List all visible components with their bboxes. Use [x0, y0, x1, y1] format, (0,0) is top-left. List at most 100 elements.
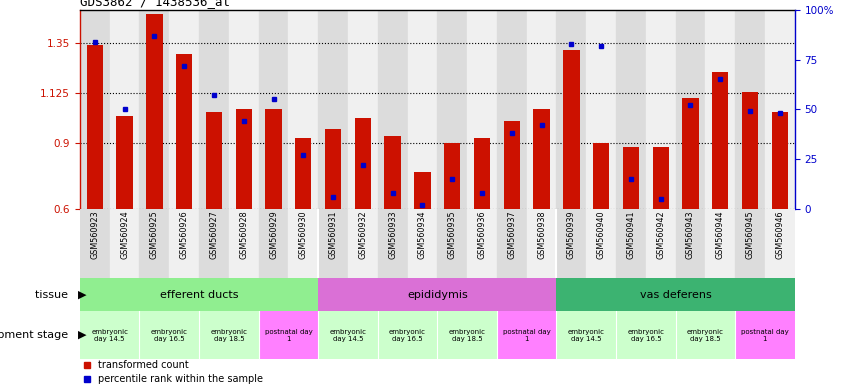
Bar — [467, 209, 497, 278]
Bar — [80, 209, 109, 278]
Bar — [259, 209, 288, 278]
Text: efferent ducts: efferent ducts — [160, 290, 238, 300]
Bar — [348, 10, 378, 209]
Bar — [146, 14, 162, 209]
Bar — [616, 311, 675, 359]
Bar — [384, 136, 401, 209]
Bar — [87, 45, 103, 209]
Bar — [318, 311, 378, 359]
Bar — [646, 10, 675, 209]
Bar — [348, 209, 378, 278]
Bar — [712, 72, 728, 209]
Text: embryonic
day 18.5: embryonic day 18.5 — [448, 329, 485, 341]
Bar — [259, 311, 318, 359]
Bar — [586, 209, 616, 278]
Bar — [735, 209, 765, 278]
Bar — [646, 209, 675, 278]
Bar — [526, 209, 557, 278]
Bar — [295, 138, 311, 209]
Bar — [318, 209, 348, 278]
Bar — [772, 112, 788, 209]
Text: GSM560927: GSM560927 — [209, 211, 219, 260]
Bar — [378, 10, 408, 209]
Text: embryonic
day 14.5: embryonic day 14.5 — [568, 329, 605, 341]
Bar — [259, 10, 288, 209]
Bar — [593, 143, 610, 209]
Bar — [557, 209, 586, 278]
Text: embryonic
day 16.5: embryonic day 16.5 — [151, 329, 188, 341]
Bar — [415, 172, 431, 209]
Text: GSM560936: GSM560936 — [478, 211, 486, 259]
Text: GSM560923: GSM560923 — [90, 211, 99, 259]
Text: GSM560925: GSM560925 — [150, 211, 159, 260]
Text: postnatal day
1: postnatal day 1 — [503, 329, 551, 341]
Text: GSM560929: GSM560929 — [269, 211, 278, 260]
Text: GSM560928: GSM560928 — [239, 211, 248, 259]
Bar — [318, 278, 557, 311]
Bar — [675, 311, 735, 359]
Bar — [80, 278, 318, 311]
Bar — [169, 209, 199, 278]
Text: development stage: development stage — [0, 330, 71, 340]
Bar — [437, 209, 467, 278]
Bar — [735, 311, 795, 359]
Bar — [80, 10, 109, 209]
Bar — [235, 109, 252, 209]
Bar — [675, 10, 706, 209]
Bar — [622, 147, 639, 209]
Bar — [557, 10, 586, 209]
Text: GSM560924: GSM560924 — [120, 211, 129, 259]
Bar — [109, 209, 140, 278]
Text: GSM560941: GSM560941 — [627, 211, 636, 259]
Bar — [199, 10, 229, 209]
Bar — [288, 10, 318, 209]
Text: GSM560935: GSM560935 — [447, 211, 457, 259]
Text: GSM560934: GSM560934 — [418, 211, 427, 259]
Bar — [288, 209, 318, 278]
Bar — [557, 278, 795, 311]
Bar — [140, 209, 169, 278]
Text: GSM560946: GSM560946 — [775, 211, 785, 259]
Bar — [675, 209, 706, 278]
Bar — [563, 50, 579, 209]
Text: GSM560944: GSM560944 — [716, 211, 725, 259]
Bar — [325, 129, 341, 209]
Bar — [199, 311, 259, 359]
Text: GSM560940: GSM560940 — [596, 211, 606, 259]
Bar — [467, 10, 497, 209]
Bar — [473, 138, 490, 209]
Bar — [116, 116, 133, 209]
Text: transformed count: transformed count — [98, 360, 188, 370]
Text: GSM560945: GSM560945 — [746, 211, 754, 259]
Bar — [765, 10, 795, 209]
Bar — [437, 10, 467, 209]
Text: GSM560926: GSM560926 — [180, 211, 188, 259]
Bar — [735, 10, 765, 209]
Text: postnatal day
1: postnatal day 1 — [741, 329, 789, 341]
Text: GSM560930: GSM560930 — [299, 211, 308, 259]
Bar — [533, 109, 550, 209]
Bar — [109, 10, 140, 209]
Text: percentile rank within the sample: percentile rank within the sample — [98, 374, 262, 384]
Bar — [408, 10, 437, 209]
Bar — [378, 311, 437, 359]
Bar — [378, 209, 408, 278]
Text: tissue: tissue — [35, 290, 71, 300]
Bar — [504, 121, 520, 209]
Text: GSM560939: GSM560939 — [567, 211, 576, 259]
Bar — [616, 209, 646, 278]
Text: embryonic
day 16.5: embryonic day 16.5 — [627, 329, 664, 341]
Bar — [140, 311, 199, 359]
Text: embryonic
day 18.5: embryonic day 18.5 — [687, 329, 724, 341]
Bar — [444, 143, 460, 209]
Bar — [742, 92, 759, 209]
Bar — [408, 209, 437, 278]
Text: GDS3862 / 1438536_at: GDS3862 / 1438536_at — [80, 0, 230, 8]
Bar — [229, 209, 259, 278]
Bar — [497, 311, 557, 359]
Bar — [653, 147, 669, 209]
Bar — [437, 311, 497, 359]
Bar — [557, 311, 616, 359]
Text: GSM560943: GSM560943 — [686, 211, 695, 259]
Bar — [765, 209, 795, 278]
